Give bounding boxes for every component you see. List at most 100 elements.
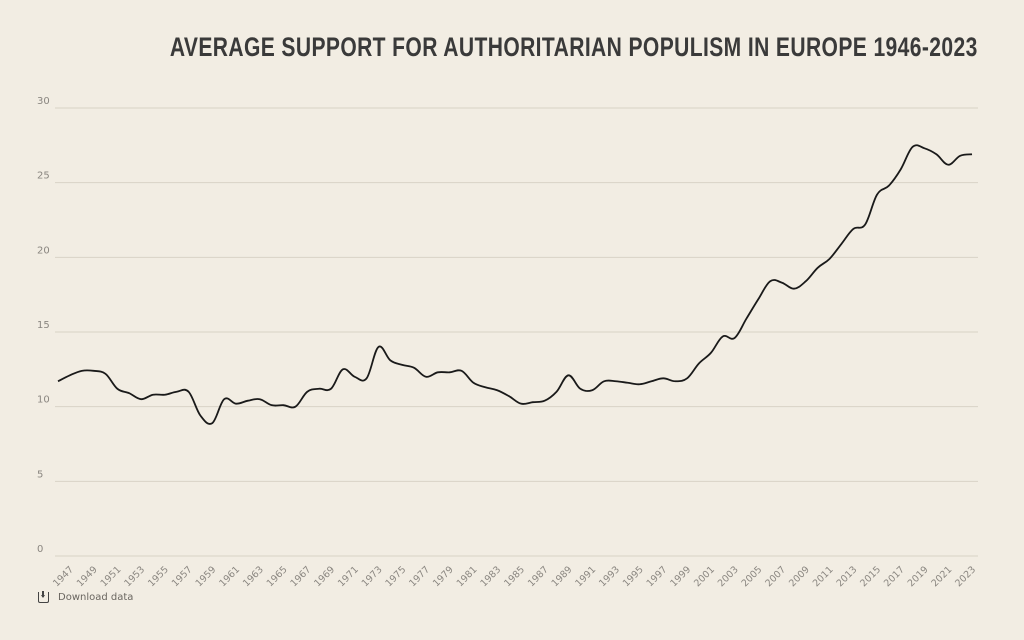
data-point-2000[interactable] (695, 359, 703, 367)
data-point-2011[interactable] (826, 255, 834, 263)
data-point-1965[interactable] (280, 401, 288, 409)
data-point-1947[interactable] (66, 371, 74, 379)
x-tick-label: 1959 (194, 564, 219, 589)
data-point-2005[interactable] (754, 295, 762, 303)
data-point-2016[interactable] (885, 182, 893, 190)
data-point-1996[interactable] (648, 377, 656, 385)
y-tick-label: 30 (37, 96, 50, 107)
data-point-2002[interactable] (719, 332, 727, 340)
data-point-1993[interactable] (612, 377, 620, 385)
x-tick-label: 1955 (146, 564, 171, 589)
data-point-1977[interactable] (422, 373, 430, 381)
data-point-1951[interactable] (113, 385, 121, 393)
data-point-2023[interactable] (968, 150, 976, 158)
y-tick-label: 20 (37, 245, 50, 256)
data-point-2003[interactable] (731, 334, 739, 342)
data-point-1963[interactable] (256, 395, 264, 403)
data-point-1956[interactable] (173, 388, 181, 396)
data-point-1985[interactable] (517, 400, 525, 408)
data-point-1998[interactable] (671, 377, 679, 385)
data-point-1986[interactable] (529, 398, 537, 406)
data-point-2018[interactable] (909, 143, 917, 151)
x-tick-label: 1979 (431, 564, 456, 589)
data-point-1969[interactable] (327, 385, 335, 393)
y-tick-label: 10 (37, 395, 50, 406)
x-tick-label: 2023 (953, 564, 978, 589)
x-tick-label: 1961 (217, 564, 242, 589)
data-point-1973[interactable] (374, 343, 382, 351)
data-point-1979[interactable] (446, 368, 454, 376)
data-point-2019[interactable] (921, 144, 929, 152)
x-tick-label: 1957 (170, 564, 195, 589)
data-point-1991[interactable] (588, 386, 596, 394)
data-point-2001[interactable] (707, 349, 715, 357)
data-point-2006[interactable] (766, 277, 774, 285)
data-point-1972[interactable] (363, 374, 371, 382)
data-point-1992[interactable] (600, 377, 608, 385)
data-point-2009[interactable] (802, 277, 810, 285)
data-point-2012[interactable] (837, 240, 845, 248)
download-icon (38, 591, 49, 603)
data-point-2004[interactable] (742, 315, 750, 323)
data-point-1997[interactable] (659, 374, 667, 382)
data-point-1971[interactable] (351, 373, 359, 381)
data-point-2010[interactable] (814, 264, 822, 272)
data-point-1970[interactable] (339, 365, 347, 373)
data-point-2022[interactable] (956, 152, 964, 160)
data-point-1964[interactable] (268, 401, 276, 409)
data-point-2014[interactable] (861, 220, 869, 228)
x-tick-label: 1969 (312, 564, 337, 589)
data-point-1960[interactable] (220, 395, 228, 403)
y-tick-label: 15 (37, 320, 50, 331)
data-point-1949[interactable] (90, 367, 98, 375)
data-point-2013[interactable] (849, 225, 857, 233)
data-point-1978[interactable] (434, 368, 442, 376)
data-point-1984[interactable] (505, 392, 513, 400)
data-point-1967[interactable] (303, 388, 311, 396)
data-point-2007[interactable] (778, 279, 786, 287)
data-point-1948[interactable] (78, 367, 86, 375)
data-point-1955[interactable] (161, 391, 169, 399)
data-point-1980[interactable] (458, 367, 466, 375)
data-point-1946[interactable] (54, 377, 62, 385)
data-point-1982[interactable] (481, 383, 489, 391)
data-point-2020[interactable] (932, 150, 940, 158)
data-point-1981[interactable] (469, 379, 477, 387)
data-point-1957[interactable] (185, 388, 193, 396)
x-tick-label: 1977 (407, 564, 432, 589)
data-point-2015[interactable] (873, 191, 881, 199)
x-tick-label: 2011 (811, 564, 836, 589)
data-point-1994[interactable] (624, 379, 632, 387)
data-point-1958[interactable] (196, 412, 204, 420)
data-point-1961[interactable] (232, 400, 240, 408)
data-point-1995[interactable] (636, 380, 644, 388)
data-point-1974[interactable] (386, 356, 394, 364)
data-point-1990[interactable] (576, 385, 584, 393)
data-point-1988[interactable] (553, 388, 561, 396)
data-point-1950[interactable] (101, 370, 109, 378)
data-point-1989[interactable] (564, 371, 572, 379)
download-data-button[interactable]: Download data (38, 591, 133, 603)
x-tick-label: 1995 (621, 564, 646, 589)
data-point-2017[interactable] (897, 165, 905, 173)
data-point-1976[interactable] (410, 364, 418, 372)
data-point-1983[interactable] (493, 386, 501, 394)
data-point-1952[interactable] (125, 389, 133, 397)
data-point-1999[interactable] (683, 374, 691, 382)
data-point-1959[interactable] (208, 419, 216, 427)
data-point-1954[interactable] (149, 391, 157, 399)
data-point-1953[interactable] (137, 395, 145, 403)
data-point-1975[interactable] (398, 361, 406, 369)
x-tick-label: 2009 (787, 564, 812, 589)
data-point-1987[interactable] (541, 397, 549, 405)
x-tick-label: 1971 (336, 564, 361, 589)
data-point-1966[interactable] (291, 403, 299, 411)
x-tick-label: 1985 (502, 564, 527, 589)
x-tick-label: 1987 (526, 564, 551, 589)
data-point-2021[interactable] (944, 161, 952, 169)
x-tick-label: 2003 (716, 564, 741, 589)
data-point-1962[interactable] (244, 397, 252, 405)
data-point-1968[interactable] (315, 385, 323, 393)
data-point-2008[interactable] (790, 285, 798, 293)
